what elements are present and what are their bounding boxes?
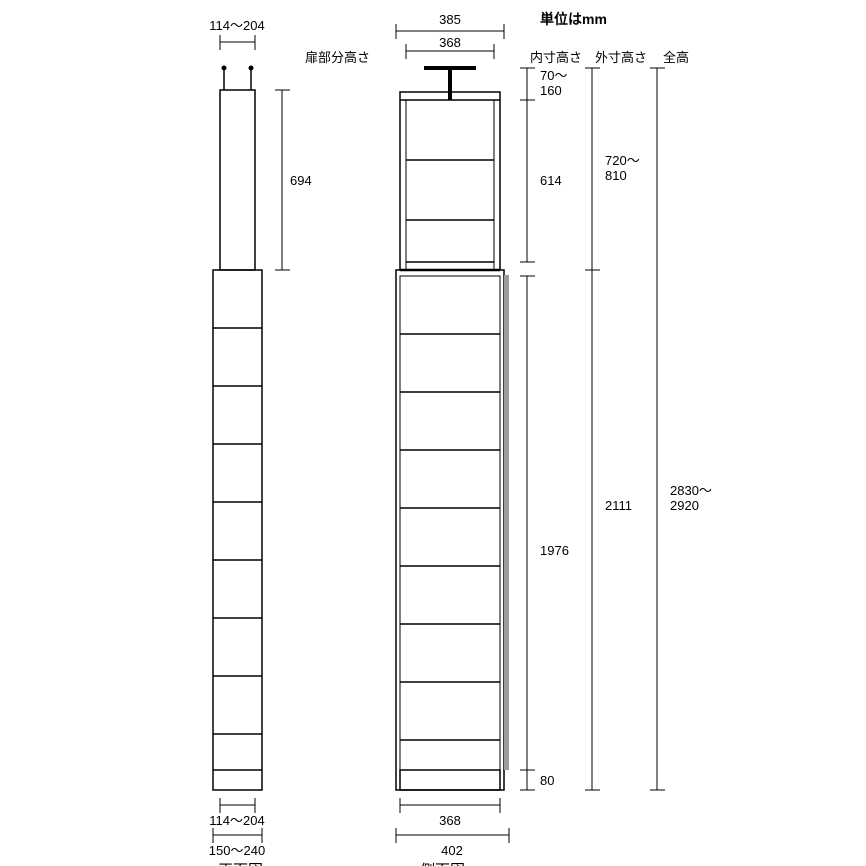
dim-value: 114～204 <box>209 813 264 828</box>
dim-value: 368 <box>439 35 461 50</box>
dim-side-bottom-outer: 402 <box>396 828 509 858</box>
dim-value: 114～204 <box>209 18 264 33</box>
dim-front-door-height: 694 扉部分高さ <box>275 50 370 270</box>
front-view-group: 114～204 694 扉部分高さ 114～204 150～240 正面図 <box>209 18 370 866</box>
header-door-height: 扉部分高さ <box>305 50 370 65</box>
side-view-group: 385 368 単位はmm 内寸高さ 外寸高さ 全高 70～160 614 <box>396 11 712 866</box>
dim-front-bottom-inner: 114～204 <box>209 798 264 828</box>
dim-value: 385 <box>439 12 461 27</box>
dim-side-outer-col: 720～810 2111 <box>585 68 640 790</box>
header-inner: 内寸高さ <box>530 50 582 65</box>
dim-value: 80 <box>540 773 554 788</box>
dim-side-inner-col: 70～160 614 1976 80 <box>520 68 569 790</box>
header-total: 全高 <box>663 50 689 65</box>
svg-text:720～810: 720～810 <box>605 153 640 183</box>
dim-value: 368 <box>439 813 461 828</box>
dim-side-top-inner: 368 <box>406 35 494 59</box>
dim-side-bottom-inner: 368 <box>400 798 500 828</box>
dim-value: 2111 <box>605 498 632 513</box>
svg-text:2830～2920: 2830～2920 <box>670 483 712 513</box>
technical-drawing: 114～204 694 扉部分高さ 114～204 150～240 正面図 <box>0 0 866 866</box>
dim-value: 614 <box>540 173 562 188</box>
side-view-title: 側面図 <box>420 862 465 866</box>
dim-value: 150～240 <box>209 843 265 858</box>
dim-value: 1976 <box>540 543 569 558</box>
dim-front-top-width: 114～204 <box>209 18 264 50</box>
dim-value: 402 <box>441 843 463 858</box>
dim-side-total-col: 2830～2920 <box>650 68 712 790</box>
dim-value: 70～160 <box>540 68 567 98</box>
header-outer: 外寸高さ <box>595 50 647 65</box>
dim-front-bottom-outer: 150～240 <box>209 828 265 858</box>
unit-label: 単位はmm <box>540 11 607 27</box>
front-view-title: 正面図 <box>218 862 263 866</box>
dim-value: 694 <box>290 173 312 188</box>
